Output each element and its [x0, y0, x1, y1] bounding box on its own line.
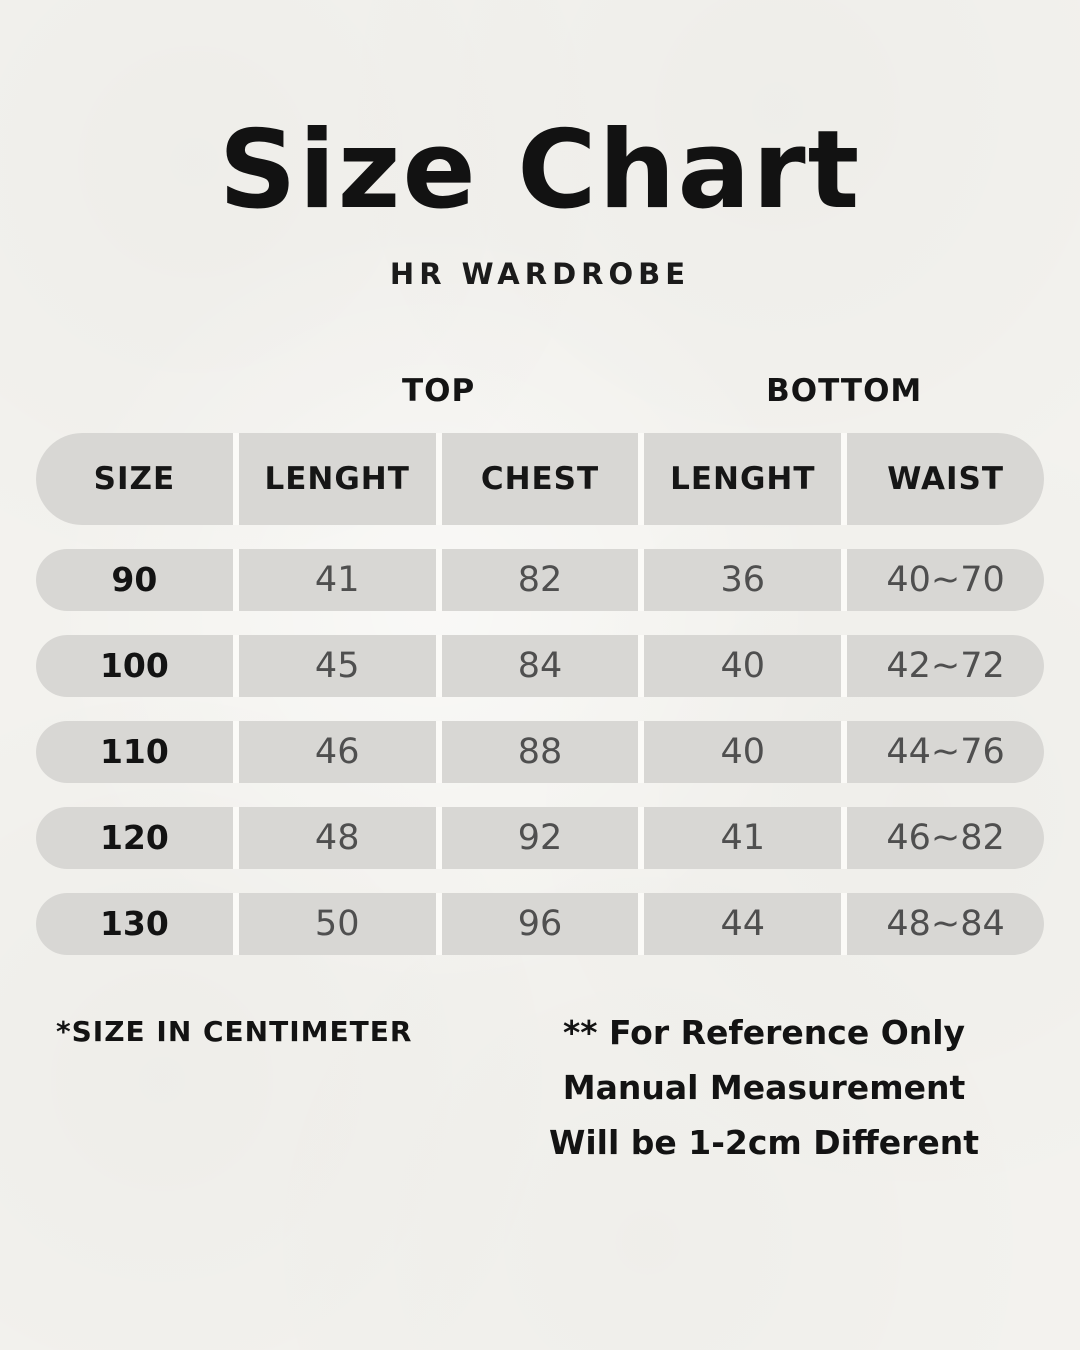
table-row-100: 100 45 84 40 42~72 [36, 634, 1044, 697]
column-header-chest: CHEST [441, 432, 639, 525]
top-lenght-value: 50 [238, 892, 436, 955]
column-header-row: SIZE LENGHT CHEST LENGHT WAIST [36, 432, 1044, 525]
column-header-bottom-lenght: LENGHT [644, 432, 842, 525]
size-value: 110 [36, 720, 233, 783]
unit-note: *SIZE IN CENTIMETER [56, 1014, 413, 1048]
bottom-lenght-value: 36 [644, 548, 842, 611]
chest-value: 84 [441, 634, 639, 697]
reference-note-line: ** For Reference Only [562, 1012, 966, 1052]
page-title: Size Chart [218, 108, 862, 233]
chest-value: 88 [441, 720, 639, 783]
size-value: 100 [36, 634, 233, 697]
footnotes: *SIZE IN CENTIMETER ** For Reference Onl… [0, 1005, 1080, 1170]
chest-value: 92 [441, 806, 639, 869]
column-header-size: SIZE [36, 432, 233, 525]
size-value: 130 [36, 892, 233, 955]
size-value: 90 [36, 548, 233, 611]
column-header-top-lenght: LENGHT [238, 432, 436, 525]
table-row-90: 90 41 82 36 40~70 [36, 548, 1044, 611]
group-header-bottom: BOTTOM [766, 372, 923, 409]
waist-value: 48~84 [847, 892, 1044, 955]
size-value: 120 [36, 806, 233, 869]
waist-value: 42~72 [847, 634, 1044, 697]
reference-note-line: Manual Measurement [562, 1067, 966, 1107]
bottom-lenght-value: 40 [644, 720, 842, 783]
table-row-120: 120 48 92 41 46~82 [36, 806, 1044, 869]
table-row-110: 110 46 88 40 44~76 [36, 720, 1044, 783]
waist-value: 44~76 [847, 720, 1044, 783]
top-lenght-value: 48 [238, 806, 436, 869]
brand-name: HR WARDROBE [389, 256, 691, 291]
bottom-lenght-value: 44 [644, 892, 842, 955]
table-row-130: 130 50 96 44 48~84 [36, 892, 1044, 955]
reference-note-line: Will be 1-2cm Different [548, 1122, 980, 1162]
bottom-lenght-value: 41 [644, 806, 842, 869]
group-header-top: TOP [401, 372, 476, 409]
size-table: TOP BOTTOM SIZE LENGHT CHEST LENGHT WAIS… [0, 373, 1080, 955]
chest-value: 82 [441, 548, 639, 611]
waist-value: 40~70 [847, 548, 1044, 611]
top-lenght-value: 41 [238, 548, 436, 611]
waist-value: 46~82 [847, 806, 1044, 869]
bottom-lenght-value: 40 [644, 634, 842, 697]
column-header-waist: WAIST [847, 432, 1044, 525]
chest-value: 96 [441, 892, 639, 955]
reference-note: ** For Reference Only Manual Measurement… [524, 1005, 1004, 1170]
top-lenght-value: 46 [238, 720, 436, 783]
group-header-row: TOP BOTTOM [36, 373, 1044, 409]
top-lenght-value: 45 [238, 634, 436, 697]
